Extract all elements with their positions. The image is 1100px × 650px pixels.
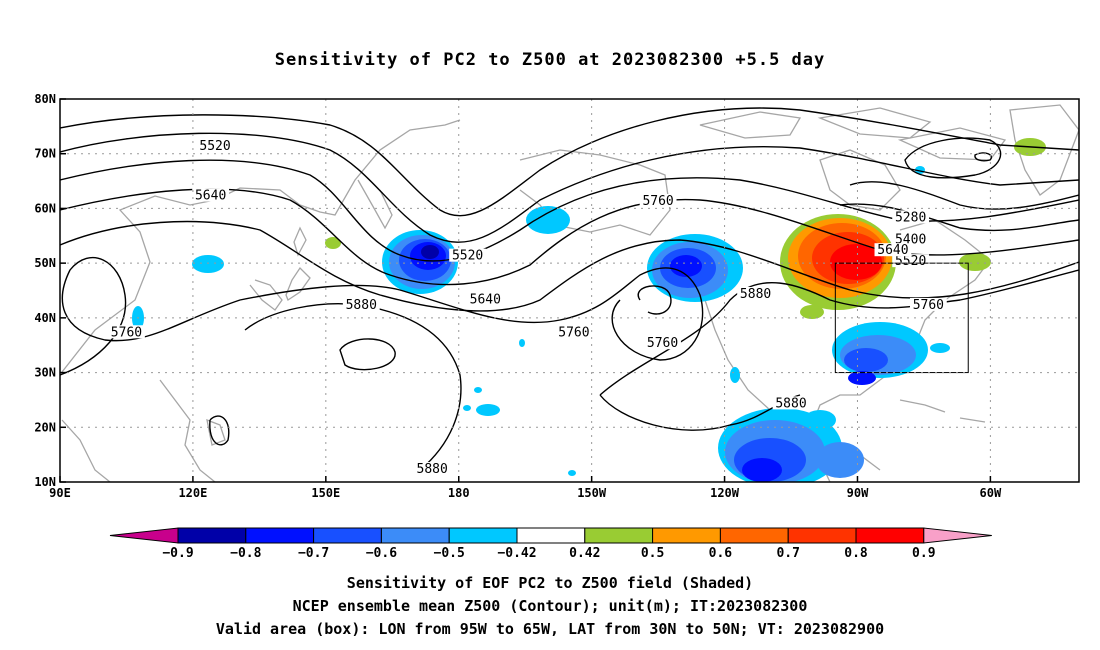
- contour-label: 5760: [913, 298, 944, 313]
- lon-tick-label: 150E: [311, 486, 340, 500]
- colorbar-label: −0.8: [230, 546, 261, 561]
- contour-label: 5760: [647, 336, 678, 351]
- contour-label: 5520: [452, 249, 483, 264]
- contour-label-bg: [108, 325, 145, 339]
- contour-label-bg: [644, 336, 681, 350]
- contour-label-bg: [449, 248, 486, 262]
- contour-label: 5880: [740, 287, 771, 302]
- colorbar-swatch: [855, 527, 925, 544]
- lon-tick-label: 150W: [577, 486, 607, 500]
- contour-label: 5760: [642, 194, 673, 209]
- contour-label: 5880: [346, 298, 377, 313]
- contour-label: 5640: [470, 292, 501, 307]
- lat-tick-label: 30N: [34, 366, 56, 380]
- lat-tick-label: 10N: [34, 475, 56, 489]
- caption-valid-area: Valid area (box): LON from 95W to 65W, L…: [215, 620, 885, 638]
- contour-label-bg: [909, 297, 947, 311]
- colorbar-swatch: [652, 527, 721, 544]
- contour-label-bg: [466, 292, 504, 306]
- contour-label: 5880: [775, 396, 806, 411]
- map-title: Sensitivity of PC2 to Z500 at 2023082300…: [274, 50, 826, 70]
- colorbar-swatch: [245, 527, 315, 544]
- colorbar-swatch: [787, 527, 857, 544]
- lat-tick-label: 70N: [34, 147, 56, 161]
- colorbar-swatch: [584, 527, 654, 544]
- contour-label-bg: [192, 188, 230, 202]
- contour-label: 5520: [895, 254, 926, 269]
- contour-label-bg: [892, 210, 930, 224]
- grid-lines: [60, 99, 1079, 482]
- colorbar-swatch: [516, 527, 586, 544]
- latitude-axis: 10N 20N 30N 40N 50N 60N 70N 80N: [34, 92, 66, 489]
- colorbar-label: −0.5: [434, 546, 465, 561]
- colorbar-label: 0.7: [776, 546, 799, 561]
- colorbar-low-extend: [109, 527, 179, 544]
- caption-contour: NCEP ensemble mean Z500 (Contour); unit(…: [292, 597, 808, 615]
- lon-tick-label: 90E: [49, 486, 71, 500]
- colorbar-label: −0.9: [162, 546, 193, 561]
- lat-tick-label: 40N: [34, 311, 56, 325]
- lat-tick-label: 60N: [34, 201, 56, 215]
- colorbar-high-extend: [923, 527, 992, 544]
- colorbar-label: 0.8: [844, 546, 868, 561]
- lon-tick-label: 120E: [178, 486, 207, 500]
- z500-contours: [60, 107, 1079, 471]
- colorbar-label: −0.6: [366, 546, 397, 561]
- contour-label-bg: [892, 232, 930, 246]
- lon-tick-label: 120W: [710, 486, 740, 500]
- contour-labels: 5520564055205640576058805760576057605880…: [108, 139, 947, 477]
- longitude-axis: 90E 120E 150E 180 150W 120W 90W 60W: [49, 476, 1002, 500]
- contour-label: 5880: [417, 462, 448, 477]
- sensitivity-shading: [132, 138, 1046, 482]
- colorbar-label: 0.9: [912, 546, 935, 561]
- colorbar-label: 0.42: [569, 546, 600, 561]
- contour-label: 5760: [558, 325, 589, 340]
- map-frame: [59, 98, 1080, 483]
- lat-tick-label: 80N: [34, 92, 56, 106]
- colorbar-swatch: [313, 527, 382, 544]
- contour-label-bg: [555, 325, 593, 339]
- contour-label-bg: [342, 297, 380, 311]
- contour-label: 5280: [895, 210, 926, 225]
- lat-tick-label: 20N: [34, 420, 56, 434]
- caption-shading: Sensitivity of EOF PC2 to Z500 field (Sh…: [346, 574, 754, 592]
- lon-tick-label: 90W: [847, 486, 869, 500]
- colorbar-label: −0.7: [298, 546, 329, 561]
- colorbar-swatch: [719, 527, 789, 544]
- colorbar: −0.9 −0.8 −0.7 −0.6 −0.5 −0.42 0.42 0.5 0.6 0.7 0.…: [109, 527, 992, 561]
- contour-label-bg: [772, 396, 810, 410]
- coastlines: [61, 104, 1079, 482]
- contour-label-bg: [737, 286, 774, 300]
- contour-label-bg: [196, 139, 234, 153]
- contour-label-bg: [874, 243, 912, 257]
- colorbar-label: 0.5: [641, 546, 664, 561]
- contour-label: 5640: [877, 243, 908, 258]
- colorbar-label: 0.6: [709, 546, 733, 561]
- contour-label: 5520: [199, 139, 230, 154]
- contour-label: 5760: [111, 325, 142, 340]
- contour-label-bg: [892, 254, 930, 268]
- colorbar-label: −0.42: [497, 546, 536, 561]
- contour-label-bg: [413, 462, 451, 476]
- lat-tick-label: 50N: [34, 256, 56, 270]
- lon-tick-label: 60W: [980, 486, 1002, 500]
- lon-tick-label: 180: [448, 486, 470, 500]
- contour-label-bg: [639, 193, 677, 207]
- colorbar-swatch: [448, 527, 518, 544]
- contour-label: 5640: [195, 188, 226, 203]
- colorbar-swatch: [177, 527, 247, 544]
- colorbar-swatch: [380, 527, 450, 544]
